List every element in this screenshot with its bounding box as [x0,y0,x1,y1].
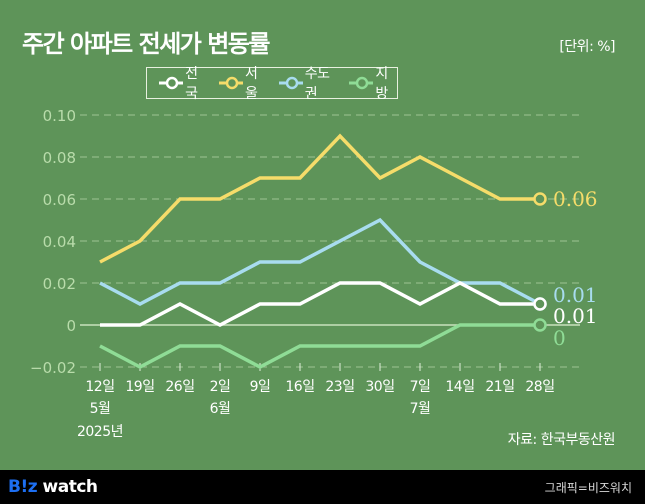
y-tick-label: 0 [66,317,76,335]
x-tick-label: 26일 [165,379,194,395]
series-line-0 [100,281,540,327]
legend-marker-icon [159,76,184,90]
legend-label: 수도권 [304,66,330,102]
month-label: 5월 [90,401,111,417]
series-line-3 [99,323,540,369]
end-value-label: 0.01 [553,304,598,328]
x-tick-label: 12일 [85,379,114,395]
x-tick-label: 30일 [365,379,394,395]
y-tick-label: 0.04 [43,233,76,251]
logo-biz: B!z [8,477,38,497]
x-tick-label: 23일 [325,379,354,395]
legend-marker-icon [218,76,243,90]
unit-label: [단위: %] [559,39,615,55]
month-label: 7월 [410,401,431,417]
legend-label: 서울 [244,66,258,102]
y-tick-label: 0.06 [43,191,76,209]
legend-marker-icon [278,76,303,90]
y-tick-label: 0.08 [43,149,76,167]
legend-label: 전국 [185,66,198,102]
end-value-label: 0.01 [553,283,598,307]
x-tick-label: 16일 [285,379,314,395]
logo-watch: watch [42,477,98,497]
month-label: 6월 [210,401,231,417]
legend-item-provinces: 지방 [347,63,397,103]
legend-marker-icon [349,76,374,90]
line-chart: −0.02 0 0.02 0.04 0.06 0.08 0.10 12일 19일 26일 2일 9일 1… [30,107,598,440]
legend-item-national: 전국 [157,63,207,103]
y-tick-label: −0.02 [30,359,76,377]
legend-label: 지방 [375,66,388,102]
graphic-credit: 그래픽=비즈워치 [544,481,632,495]
legend-item-capital: 수도권 [277,63,338,103]
end-marker-1 [533,192,547,206]
chart-title: 주간 아파트 전세가 변동률 [22,30,270,58]
end-marker-0 [533,297,547,311]
year-label: 2025년 [77,424,123,440]
end-value-label: 0.06 [553,187,598,211]
series-line-1 [99,133,540,264]
x-tick-label: 14일 [445,379,474,395]
x-tick-label: 9일 [250,379,271,395]
legend: 전국 서울 수도권 지방 [146,66,398,102]
x-tick-label: 21일 [485,379,514,395]
x-tick-label: 7일 [410,379,431,395]
x-tick-label: 2일 [210,379,231,395]
x-tick-label: 28일 [525,379,554,395]
bizwatch-logo: B!z watch [8,477,98,497]
x-tick-label: 19일 [125,379,154,395]
footer-bar: B!z watch 그래픽=비즈워치 [0,470,645,504]
source-note: 자료: 한국부동산원 [507,432,616,448]
end-marker-3 [533,318,547,332]
series-line-2 [99,217,541,306]
y-tick-label: 0.02 [43,275,76,293]
y-tick-label: 0.10 [43,107,76,125]
legend-item-seoul: 서울 [217,63,267,103]
end-value-label: 0 [553,326,566,350]
